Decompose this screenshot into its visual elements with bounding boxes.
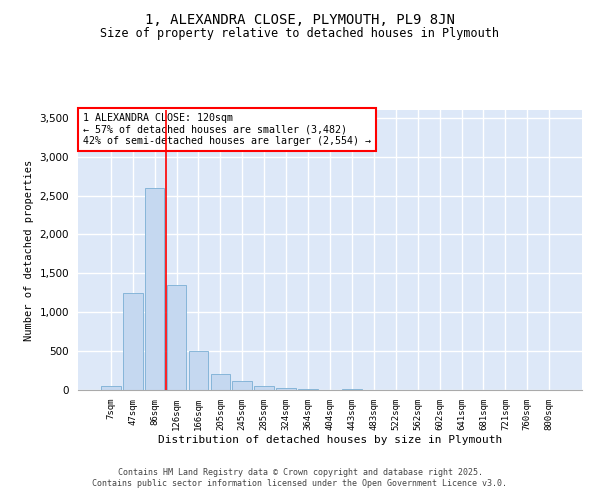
X-axis label: Distribution of detached houses by size in Plymouth: Distribution of detached houses by size … [158, 436, 502, 446]
Text: 1 ALEXANDRA CLOSE: 120sqm
← 57% of detached houses are smaller (3,482)
42% of se: 1 ALEXANDRA CLOSE: 120sqm ← 57% of detac… [83, 113, 371, 146]
Bar [188, 351, 208, 390]
Bar [211, 374, 230, 390]
Bar [298, 389, 318, 390]
Y-axis label: Number of detached properties: Number of detached properties [24, 160, 34, 340]
Bar [123, 293, 143, 390]
Text: Size of property relative to detached houses in Plymouth: Size of property relative to detached ho… [101, 28, 499, 40]
Bar [342, 389, 362, 390]
Text: 1, ALEXANDRA CLOSE, PLYMOUTH, PL9 8JN: 1, ALEXANDRA CLOSE, PLYMOUTH, PL9 8JN [145, 12, 455, 26]
Bar [167, 285, 187, 390]
Bar [254, 386, 274, 390]
Bar [276, 388, 296, 390]
Bar [232, 382, 252, 390]
Text: Contains HM Land Registry data © Crown copyright and database right 2025.
Contai: Contains HM Land Registry data © Crown c… [92, 468, 508, 487]
Bar [101, 386, 121, 390]
Bar [145, 188, 164, 390]
